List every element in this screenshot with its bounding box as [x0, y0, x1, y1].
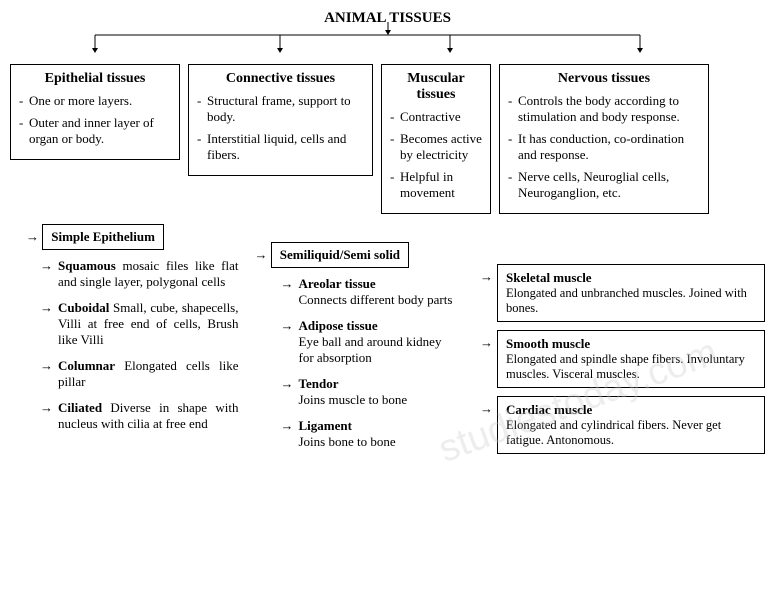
muscle-types-col: Skeletal muscleElongated and unbranched …: [497, 224, 765, 462]
connective-subtype-item: Adipose tissueEye ball and around kidney…: [281, 318, 468, 366]
nervous-item: Nerve cells, Neuroglial cells, Neurogang…: [508, 169, 700, 201]
epithelium-type-item: Cuboidal Small, cube, shapecells, Villi …: [40, 300, 239, 348]
epithelium-type-item: Ciliated Diverse in shape with nucleus w…: [40, 400, 239, 432]
nervous-item: Controls the body according to stimulati…: [508, 93, 700, 125]
nervous-box: Nervous tissues Controls the body accord…: [499, 64, 709, 214]
muscular-item: Becomes active by electricity: [390, 131, 482, 163]
muscular-item: Helpful in movement: [390, 169, 482, 201]
epithelial-item: Outer and inner layer of organ or body.: [19, 115, 171, 147]
muscle-type-box: Smooth muscleElongated and spindle shape…: [497, 330, 765, 388]
semiliquid-header: Semiliquid/Semi solid: [271, 242, 409, 268]
epithelial-item: One or more layers.: [19, 93, 171, 109]
muscular-box: Muscular tissues Contractive Becomes act…: [381, 64, 491, 214]
muscle-type-box: Cardiac muscleElongated and cylindrical …: [497, 396, 765, 454]
muscular-item: Contractive: [390, 109, 482, 125]
muscular-title: Muscular tissues: [390, 71, 482, 103]
connective-subtype-item: TendorJoins muscle to bone: [281, 376, 468, 408]
epithelium-type-item: Squamous mosaic files like flat and sing…: [40, 258, 239, 290]
nervous-item: It has conduction, co-ordination and res…: [508, 131, 700, 163]
nervous-title: Nervous tissues: [508, 71, 700, 87]
semiliquid-col: → Semiliquid/Semi solid Areolar tissueCo…: [269, 224, 468, 460]
connective-subtype-item: LigamentJoins bone to bone: [281, 418, 468, 450]
connective-item: Structural frame, support to body.: [197, 93, 364, 125]
main-title: ANIMAL TISSUES: [10, 10, 765, 27]
sub-columns: → Simple Epithelium Squamous mosaic file…: [10, 224, 765, 462]
epithelial-box: Epithelial tissues One or more layers. O…: [10, 64, 180, 160]
main-categories-row: Epithelial tissues One or more layers. O…: [10, 64, 765, 214]
connective-item: Interstitial liquid, cells and fibers.: [197, 131, 364, 163]
epithelium-type-item: Columnar Elongated cells like pillar: [40, 358, 239, 390]
connective-title: Connective tissues: [197, 71, 364, 87]
epithelial-title: Epithelial tissues: [19, 71, 171, 87]
simple-epithelium-col: → Simple Epithelium Squamous mosaic file…: [40, 224, 239, 442]
connective-subtype-item: Areolar tissueConnects different body pa…: [281, 276, 468, 308]
muscle-type-box: Skeletal muscleElongated and unbranched …: [497, 264, 765, 322]
simple-epithelium-header: Simple Epithelium: [42, 224, 164, 250]
connective-box: Connective tissues Structural frame, sup…: [188, 64, 373, 176]
